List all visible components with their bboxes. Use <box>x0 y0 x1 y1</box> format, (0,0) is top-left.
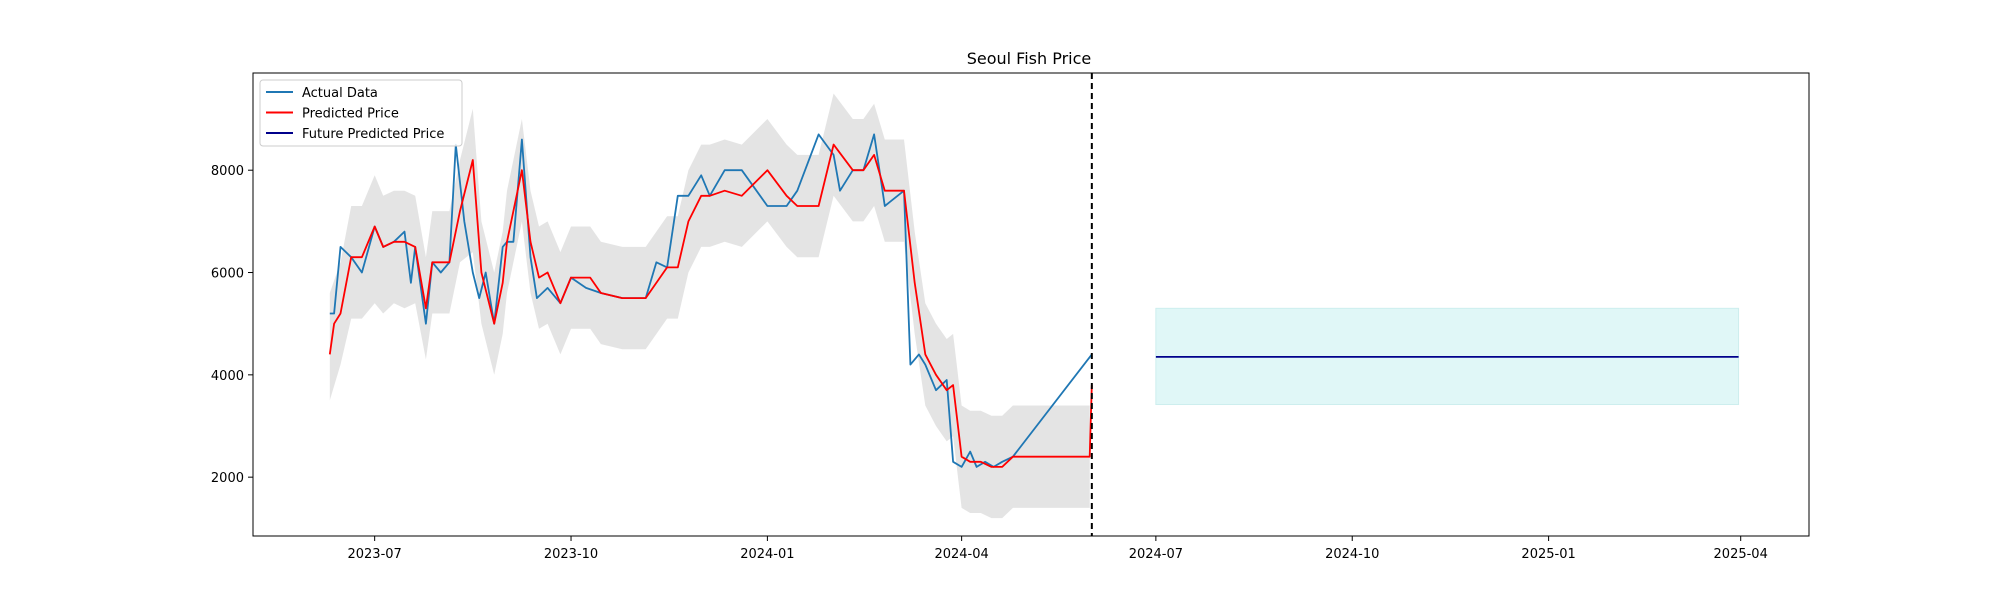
y-tick-label: 4000 <box>211 369 244 384</box>
plot-frame <box>252 72 1810 537</box>
x-tick-label: 2024-04 <box>934 547 988 562</box>
x-tick-label: 2025-01 <box>1521 547 1575 562</box>
y-axis: 2000 4000 6000 8000 <box>211 164 253 486</box>
x-tick-label: 2024-07 <box>1129 547 1183 562</box>
y-tick-label: 8000 <box>211 164 244 179</box>
y-tick-label: 6000 <box>211 267 244 282</box>
x-tick-label: 2023-10 <box>544 547 598 562</box>
series-layer <box>328 133 1739 468</box>
legend-entry: Predicted Price <box>302 107 399 122</box>
legend-entry: Future Predicted Price <box>302 127 444 142</box>
legend: Actual Data Predicted Price Future Predict… <box>259 79 463 147</box>
x-tick-label: 2025-04 <box>1714 547 1768 562</box>
x-tick-label: 2024-10 <box>1325 547 1379 562</box>
x-tick-label: 2023-07 <box>347 547 401 562</box>
series-line-2 <box>328 143 1093 468</box>
legend-entry: Actual Data <box>302 86 378 101</box>
confidence-band <box>329 93 1090 519</box>
legend-box <box>259 79 463 147</box>
x-tick-label: 2024-01 <box>740 547 794 562</box>
x-axis: 2023-07 2023-10 2024-01 2024-04 2024-07 2024-… <box>347 536 1768 562</box>
confidence-band-layer <box>329 93 1090 519</box>
chart-title: Seoul Fish Price <box>967 49 1092 68</box>
y-tick-label: 2000 <box>211 471 244 486</box>
